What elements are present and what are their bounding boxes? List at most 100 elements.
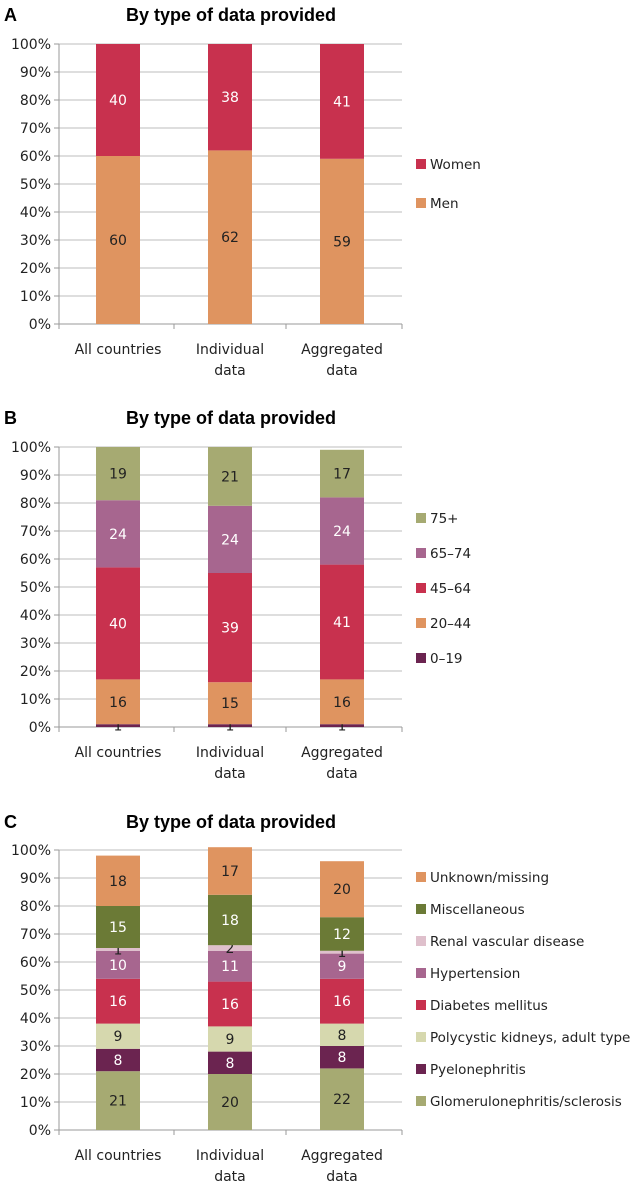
bar-segment — [208, 945, 252, 951]
chart-title: By type of data provided — [126, 812, 336, 832]
bar-segment — [208, 150, 252, 324]
legend-label: Men — [430, 196, 459, 212]
bar-segment — [208, 573, 252, 683]
data-label: 21 — [109, 1094, 127, 1110]
data-label: 24 — [333, 524, 351, 540]
chart-title: By type of data provided — [126, 408, 336, 428]
bar-segment — [208, 1051, 252, 1074]
x-tick-label-line: data — [214, 1169, 246, 1184]
bar-segment — [208, 847, 252, 895]
x-tick-label: All countries — [75, 745, 162, 761]
y-tick-label: 50% — [20, 177, 51, 193]
bar-segment — [208, 505, 252, 573]
legend-swatch — [416, 159, 426, 169]
x-tick-label-line: data — [326, 1169, 358, 1184]
legend-swatch — [416, 968, 426, 978]
data-label: 17 — [221, 864, 239, 880]
y-tick-label: 100% — [11, 440, 51, 456]
bar-segment — [208, 44, 252, 151]
panel-letter: B — [4, 408, 17, 428]
data-label: 38 — [221, 90, 239, 106]
chart-panel-a: A By type of data provided 0% 10% 20% 30% 40% 5… — [4, 5, 481, 379]
y-tick-label: 10% — [20, 692, 51, 708]
bar-segment — [320, 158, 364, 324]
legend-label: Polycystic kidneys, adult type — [430, 1030, 630, 1046]
x-tick-label-line: data — [214, 363, 246, 379]
bar-segment — [208, 950, 252, 982]
x-tick-label-line: Aggregated — [301, 1148, 383, 1164]
data-label: 2 — [226, 941, 235, 957]
y-tick-label: 70% — [20, 524, 51, 540]
data-label: 40 — [109, 93, 127, 109]
bar-segment — [208, 1074, 252, 1130]
bar-segment — [320, 953, 364, 979]
data-label: 8 — [338, 1050, 347, 1066]
legend-swatch — [416, 653, 426, 663]
y-tick-label: 20% — [20, 1067, 51, 1083]
chart-panel-b: B By type of data provided 0% 10% 20% 30% 40% 5… — [4, 408, 471, 782]
data-label: 24 — [221, 532, 239, 548]
x-tick-label-line: data — [326, 363, 358, 379]
bar-segment — [208, 894, 252, 946]
y-tick-label: 60% — [20, 149, 51, 165]
data-label: 15 — [109, 920, 127, 936]
bar-segment — [96, 679, 140, 725]
legend-label: 65–74 — [430, 546, 471, 562]
bar-segment — [96, 855, 140, 906]
data-label: 41 — [333, 615, 351, 631]
y-tick-label: 90% — [20, 65, 51, 81]
y-tick-label: 40% — [20, 1011, 51, 1027]
data-label: 17 — [333, 467, 351, 483]
data-label: 16 — [333, 994, 351, 1010]
y-tick-label: 90% — [20, 871, 51, 887]
y-tick-label: 80% — [20, 496, 51, 512]
bar-segment — [96, 948, 140, 951]
data-label: 59 — [333, 234, 351, 250]
bar-segment — [96, 447, 140, 501]
data-label: 1 — [114, 719, 123, 735]
bar-segment — [208, 682, 252, 725]
y-tick-label: 20% — [20, 664, 51, 680]
x-tick-label: All countries — [75, 1148, 162, 1164]
data-label: 1 — [226, 719, 235, 735]
y-tick-label: 60% — [20, 955, 51, 971]
x-tick-label-line: Individual — [196, 1148, 264, 1164]
data-label: 60 — [109, 233, 127, 249]
bar-segment — [320, 950, 364, 954]
y-tick-label: 100% — [11, 843, 51, 859]
legend: Women Men — [416, 157, 481, 212]
data-label: 12 — [333, 927, 351, 943]
legend-label: Miscellaneous — [430, 902, 525, 918]
bar-segment — [208, 981, 252, 1027]
y-tick-label: 70% — [20, 121, 51, 137]
y-tick-label: 10% — [20, 1095, 51, 1111]
bar-segment — [208, 447, 252, 506]
x-tick-label-line: data — [214, 766, 246, 782]
legend: 75+ 65–74 45–64 20–44 0–19 — [416, 511, 471, 667]
x-tick-label-line: All countries — [75, 1148, 162, 1164]
data-label: 9 — [226, 1032, 235, 1048]
bar-segment — [96, 906, 140, 948]
bar-segment — [320, 1068, 364, 1130]
bar-segment — [96, 567, 140, 680]
legend-label: Pyelonephritis — [430, 1062, 526, 1078]
y-tick-label: 0% — [29, 317, 51, 333]
x-tick-label: Individual data — [196, 1148, 264, 1184]
legend-swatch — [416, 548, 426, 558]
x-tick-label: Individual data — [196, 745, 264, 782]
legend-swatch — [416, 1000, 426, 1010]
bar-segment — [320, 679, 364, 725]
data-label: 10 — [109, 958, 127, 974]
legend-swatch — [416, 936, 426, 946]
data-label: 8 — [338, 1028, 347, 1044]
chart-panel-c: C By type of data provided 0% 10% 20% 30% 40% 5… — [4, 812, 630, 1184]
legend-label: Women — [430, 157, 481, 173]
bar-segment — [96, 724, 140, 727]
legend-label: 75+ — [430, 511, 459, 527]
bar-segment — [320, 861, 364, 918]
data-label: 18 — [109, 874, 127, 890]
bar-segment — [320, 724, 364, 727]
legend-swatch — [416, 583, 426, 593]
y-tick-label: 100% — [11, 37, 51, 53]
